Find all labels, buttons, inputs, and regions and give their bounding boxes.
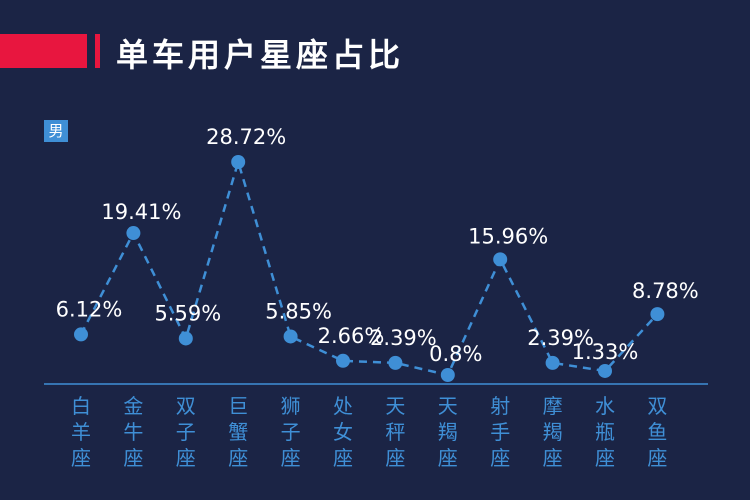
series-line <box>79 157 659 377</box>
x-tick-label: 射手座 <box>490 394 510 470</box>
x-tick-label: 摩羯座 <box>543 394 563 470</box>
data-label: 6.12% <box>56 297 123 321</box>
data-label: 19.41% <box>101 200 181 224</box>
data-point <box>493 252 508 267</box>
x-tick-label: 双鱼座 <box>647 394 667 470</box>
x-tick-label: 巨蟹座 <box>228 394 248 470</box>
x-tick-label: 白羊座 <box>71 394 91 470</box>
x-tick-label: 处女座 <box>333 394 353 470</box>
title-accent-bar <box>95 34 100 68</box>
data-point <box>388 355 403 370</box>
legend-label: 男 <box>44 120 68 142</box>
data-label: 1.33% <box>572 340 639 364</box>
data-label: 0.8% <box>429 342 482 366</box>
x-tick-label: 水瓶座 <box>595 394 615 470</box>
x-tick-label: 双子座 <box>176 394 196 470</box>
data-point <box>126 226 141 241</box>
data-label: 2.39% <box>370 326 437 350</box>
data-point <box>283 329 298 344</box>
data-point <box>440 368 455 382</box>
data-label: 15.96% <box>468 224 548 248</box>
data-label: 5.59% <box>154 301 221 325</box>
data-label: 2.39% <box>527 326 594 350</box>
title-accent-block <box>0 34 87 68</box>
page-title: 单车用户星座占比 <box>116 36 405 74</box>
x-tick-label: 天秤座 <box>385 394 405 470</box>
data-point <box>650 307 665 322</box>
data-point <box>231 155 246 169</box>
data-label: 2.66% <box>318 324 385 348</box>
x-tick-label: 金牛座 <box>123 394 143 470</box>
x-tick-label: 狮子座 <box>281 394 301 470</box>
data-point <box>545 355 560 370</box>
data-point <box>336 353 350 368</box>
data-point <box>178 331 193 346</box>
data-point <box>74 327 88 342</box>
data-label: 8.78% <box>632 279 699 303</box>
x-tick-label: 天羯座 <box>438 394 458 470</box>
data-point <box>598 363 612 378</box>
data-label: 5.85% <box>265 299 332 323</box>
data-label: 28.72% <box>206 125 286 149</box>
